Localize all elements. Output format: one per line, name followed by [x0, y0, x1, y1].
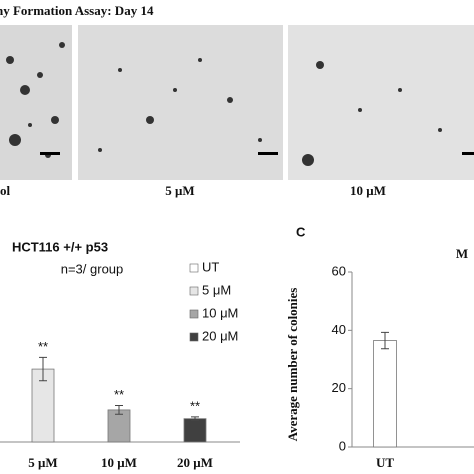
y-tick-label: 40: [332, 322, 346, 337]
chart-title: HCT116 +/+ p53: [12, 239, 108, 254]
y-tick-label: 60: [332, 263, 346, 278]
legend-label: UT: [202, 259, 219, 274]
chart-title: M: [456, 246, 468, 261]
x-tick-label: UT: [376, 455, 394, 470]
x-tick-label: 20 μM: [177, 455, 213, 470]
image-label: 5 μM: [165, 183, 194, 198]
significance: **: [38, 339, 48, 354]
error-bar: [381, 331, 389, 350]
y-axis-label: Average number of colonies: [285, 288, 300, 442]
legend-label: 20 μM: [202, 328, 238, 343]
image-panel: [288, 25, 474, 180]
image-label: ol: [0, 183, 11, 198]
x-tick-label: 5 μM: [28, 455, 57, 470]
bar: [373, 340, 397, 448]
legend-swatch: [189, 263, 199, 273]
error-bar: [191, 416, 199, 421]
y-tick-label: 0: [339, 438, 346, 453]
x-tick-label: 10 μM: [101, 455, 137, 470]
micrographs: [0, 25, 474, 180]
legend-swatch: [189, 286, 199, 296]
chart-subtitle: n=3/ group: [61, 261, 124, 276]
legend-label: 10 μM: [202, 305, 238, 320]
figure-title: ny Formation Assay: Day 14: [0, 3, 154, 18]
legend-swatch: [189, 332, 199, 342]
significance: **: [114, 387, 124, 402]
image-panel: [0, 25, 72, 180]
image-label: 10 μM: [350, 183, 386, 198]
y-tick-label: 20: [332, 380, 346, 395]
legend-swatch: [189, 309, 199, 319]
significance: **: [190, 398, 200, 413]
panel-label: C: [296, 224, 306, 239]
image-panel: [78, 25, 283, 180]
legend-label: 5 μM: [202, 282, 231, 297]
error-bar: [39, 356, 47, 382]
bar: [183, 418, 207, 443]
error-bar: [115, 405, 123, 415]
colonies: [6, 42, 442, 166]
